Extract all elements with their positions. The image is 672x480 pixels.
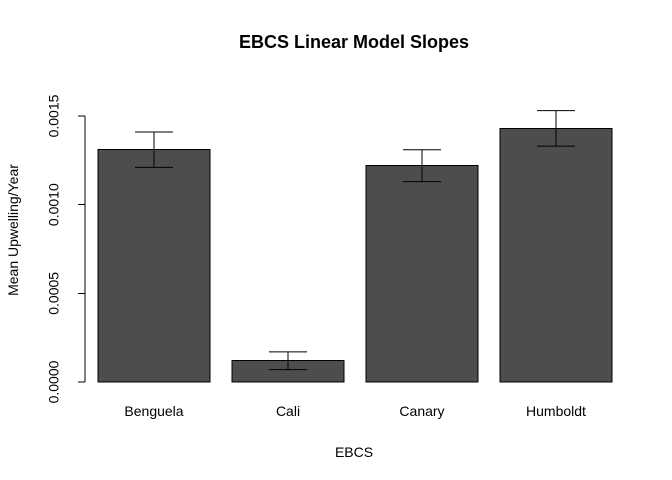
y-tick-label: 0.0010 xyxy=(46,183,62,226)
y-tick-label: 0.0005 xyxy=(46,272,62,315)
bar xyxy=(499,127,613,383)
y-tick-label: 0.0000 xyxy=(46,360,62,403)
category-labels: Benguela Cali Canary Humboldt xyxy=(124,403,586,419)
category-label: Humboldt xyxy=(526,403,586,419)
chart-title: EBCS Linear Model Slopes xyxy=(239,32,469,52)
bar xyxy=(365,165,479,383)
y-tick-label: 0.0015 xyxy=(46,94,62,137)
x-axis-label: EBCS xyxy=(335,444,373,460)
category-label: Benguela xyxy=(124,403,183,419)
y-ticks: 0.0000 0.0005 0.0010 0.0015 xyxy=(46,94,85,403)
bars xyxy=(97,127,613,383)
category-label: Canary xyxy=(399,403,444,419)
error-bars xyxy=(135,110,575,371)
bar xyxy=(97,149,211,383)
category-label: Cali xyxy=(276,403,300,419)
y-axis-label: Mean Upwelling/Year xyxy=(5,164,21,296)
